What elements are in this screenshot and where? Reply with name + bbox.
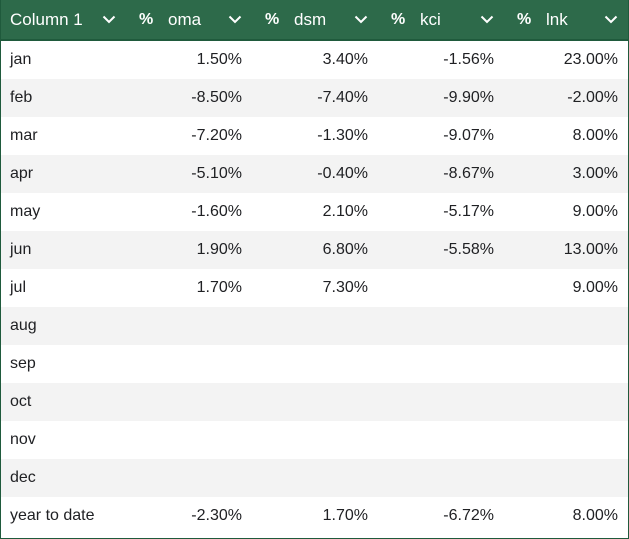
row-label: jan [10,51,32,68]
chevron-down-icon[interactable] [480,14,494,24]
table-row: jun 1.90% 6.80% -5.58% 13.00% [1,231,628,269]
row-label: feb [10,89,33,106]
row-label: year to date [10,507,95,524]
chevron-down-icon[interactable] [604,14,618,24]
header-column-1[interactable]: Column 1 [1,0,126,39]
cell-dsm: 3.40% [322,51,368,68]
percent-type-icon: % [391,10,406,28]
cell-kci: -9.90% [443,89,494,106]
cell-dsm: -1.30% [317,127,368,144]
cell-oma: -7.20% [191,127,242,144]
cell-lnk: 9.00% [572,203,618,220]
cell-dsm: 2.10% [322,203,368,220]
row-label: apr [10,165,34,182]
cell-lnk: 9.00% [572,279,618,296]
cell-lnk: 23.00% [563,51,618,68]
cell-lnk: 3.00% [572,165,618,182]
table-row: apr -5.10% -0.40% -8.67% 3.00% [1,155,628,193]
table-header: Column 1 % oma % dsm % kci [1,0,628,41]
chevron-down-icon[interactable] [354,14,368,24]
header-label: lnk [546,9,568,29]
cell-dsm: 6.80% [322,241,368,258]
table-row: may -1.60% 2.10% -5.17% 9.00% [1,193,628,231]
cell-lnk: -2.00% [567,89,618,106]
cell-dsm: 7.30% [322,279,368,296]
table-row: jul 1.70% 7.30% 9.00% [1,269,628,307]
table-row: nov [1,421,628,459]
cell-lnk: 8.00% [572,127,618,144]
cell-kci: -5.58% [443,241,494,258]
percent-type-icon: % [517,10,532,28]
table-row: sep [1,345,628,383]
table-row: dec [1,459,628,497]
chevron-down-icon[interactable] [102,14,116,24]
percent-type-icon: % [139,10,154,28]
header-lnk[interactable]: % lnk [504,0,628,39]
row-label: jul [10,279,27,296]
header-label: oma [168,9,202,29]
table-row: feb -8.50% -7.40% -9.90% -2.00% [1,79,628,117]
header-oma[interactable]: % oma [126,0,252,39]
cell-dsm: 1.70% [322,507,368,524]
header-label: dsm [294,9,327,29]
chevron-down-icon[interactable] [228,14,242,24]
table-row-total: year to date -2.30% 1.70% -6.72% 8.00% [1,497,628,535]
cell-lnk: 13.00% [563,241,618,258]
percent-type-icon: % [265,10,280,28]
cell-oma: -5.10% [191,165,242,182]
header-kci[interactable]: % kci [378,0,504,39]
table-row: aug [1,307,628,345]
row-label: mar [10,127,38,144]
header-label: kci [420,9,441,29]
cell-oma: -8.50% [191,89,242,106]
cell-kci: -5.17% [443,203,494,220]
table-row: jan 1.50% 3.40% -1.56% 23.00% [1,41,628,79]
cell-dsm: -7.40% [317,89,368,106]
table-row: oct [1,383,628,421]
cell-oma: 1.70% [196,279,242,296]
header-label: Column 1 [10,9,83,29]
row-label: oct [10,393,32,410]
row-label: jun [10,241,32,258]
cell-oma: -1.60% [191,203,242,220]
cell-kci: -1.56% [443,51,494,68]
cell-oma: -2.30% [191,507,242,524]
row-label: sep [10,355,36,372]
table-body: jan 1.50% 3.40% -1.56% 23.00% feb -8.50%… [1,41,628,535]
cell-oma: 1.50% [196,51,242,68]
cell-oma: 1.90% [196,241,242,258]
row-label: nov [10,431,36,448]
header-dsm[interactable]: % dsm [252,0,378,39]
row-label: dec [10,469,36,486]
table-row: mar -7.20% -1.30% -9.07% 8.00% [1,117,628,155]
row-label: aug [10,317,37,334]
cell-kci: -8.67% [443,165,494,182]
cell-lnk: 8.00% [572,507,618,524]
cell-kci: -6.72% [443,507,494,524]
cell-kci: -9.07% [443,127,494,144]
cell-dsm: -0.40% [317,165,368,182]
row-label: may [10,203,41,220]
